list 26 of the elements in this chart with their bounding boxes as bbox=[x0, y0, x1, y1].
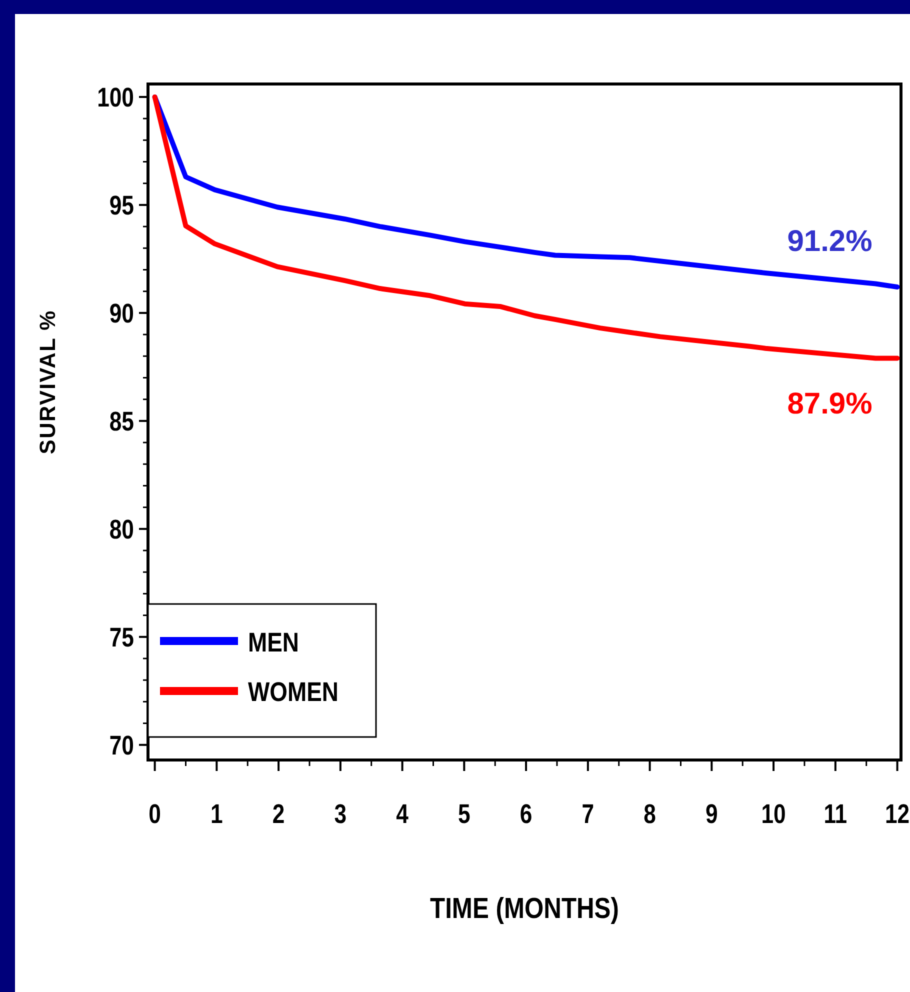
x-tick-label: 9 bbox=[706, 800, 718, 830]
x-tick-label: 7 bbox=[582, 800, 594, 830]
x-tick-label: 6 bbox=[520, 800, 532, 830]
x-tick-label: 2 bbox=[272, 800, 285, 830]
x-axis-title: TIME (MONTHS) bbox=[430, 892, 619, 924]
y-tick-label: 75 bbox=[109, 623, 134, 653]
y-tick-label: 100 bbox=[97, 83, 134, 113]
y-tick-label: 95 bbox=[109, 191, 134, 221]
x-tick-label: 0 bbox=[148, 800, 161, 830]
y-tick-label: 85 bbox=[109, 407, 134, 437]
y-tick-label: 90 bbox=[109, 299, 134, 329]
x-tick-label: 5 bbox=[458, 800, 471, 830]
y-axis-title: SURVIVAL % bbox=[35, 310, 60, 454]
x-tick-label: 8 bbox=[644, 800, 656, 830]
x-tick-label: 12 bbox=[884, 800, 910, 830]
x-tick-label: 4 bbox=[396, 800, 409, 830]
legend-label: MEN bbox=[248, 628, 299, 658]
x-tick-label: 10 bbox=[761, 800, 786, 830]
annotation: 91.2% bbox=[787, 225, 872, 258]
y-tick-label: 70 bbox=[109, 731, 134, 761]
x-tick-label: 11 bbox=[824, 800, 848, 830]
annotation: 87.9% bbox=[787, 387, 872, 420]
y-tick-label: 80 bbox=[109, 515, 134, 545]
x-tick-label: 3 bbox=[334, 800, 347, 830]
legend-label: WOMEN bbox=[248, 678, 338, 708]
x-tick-label: 1 bbox=[210, 800, 224, 830]
